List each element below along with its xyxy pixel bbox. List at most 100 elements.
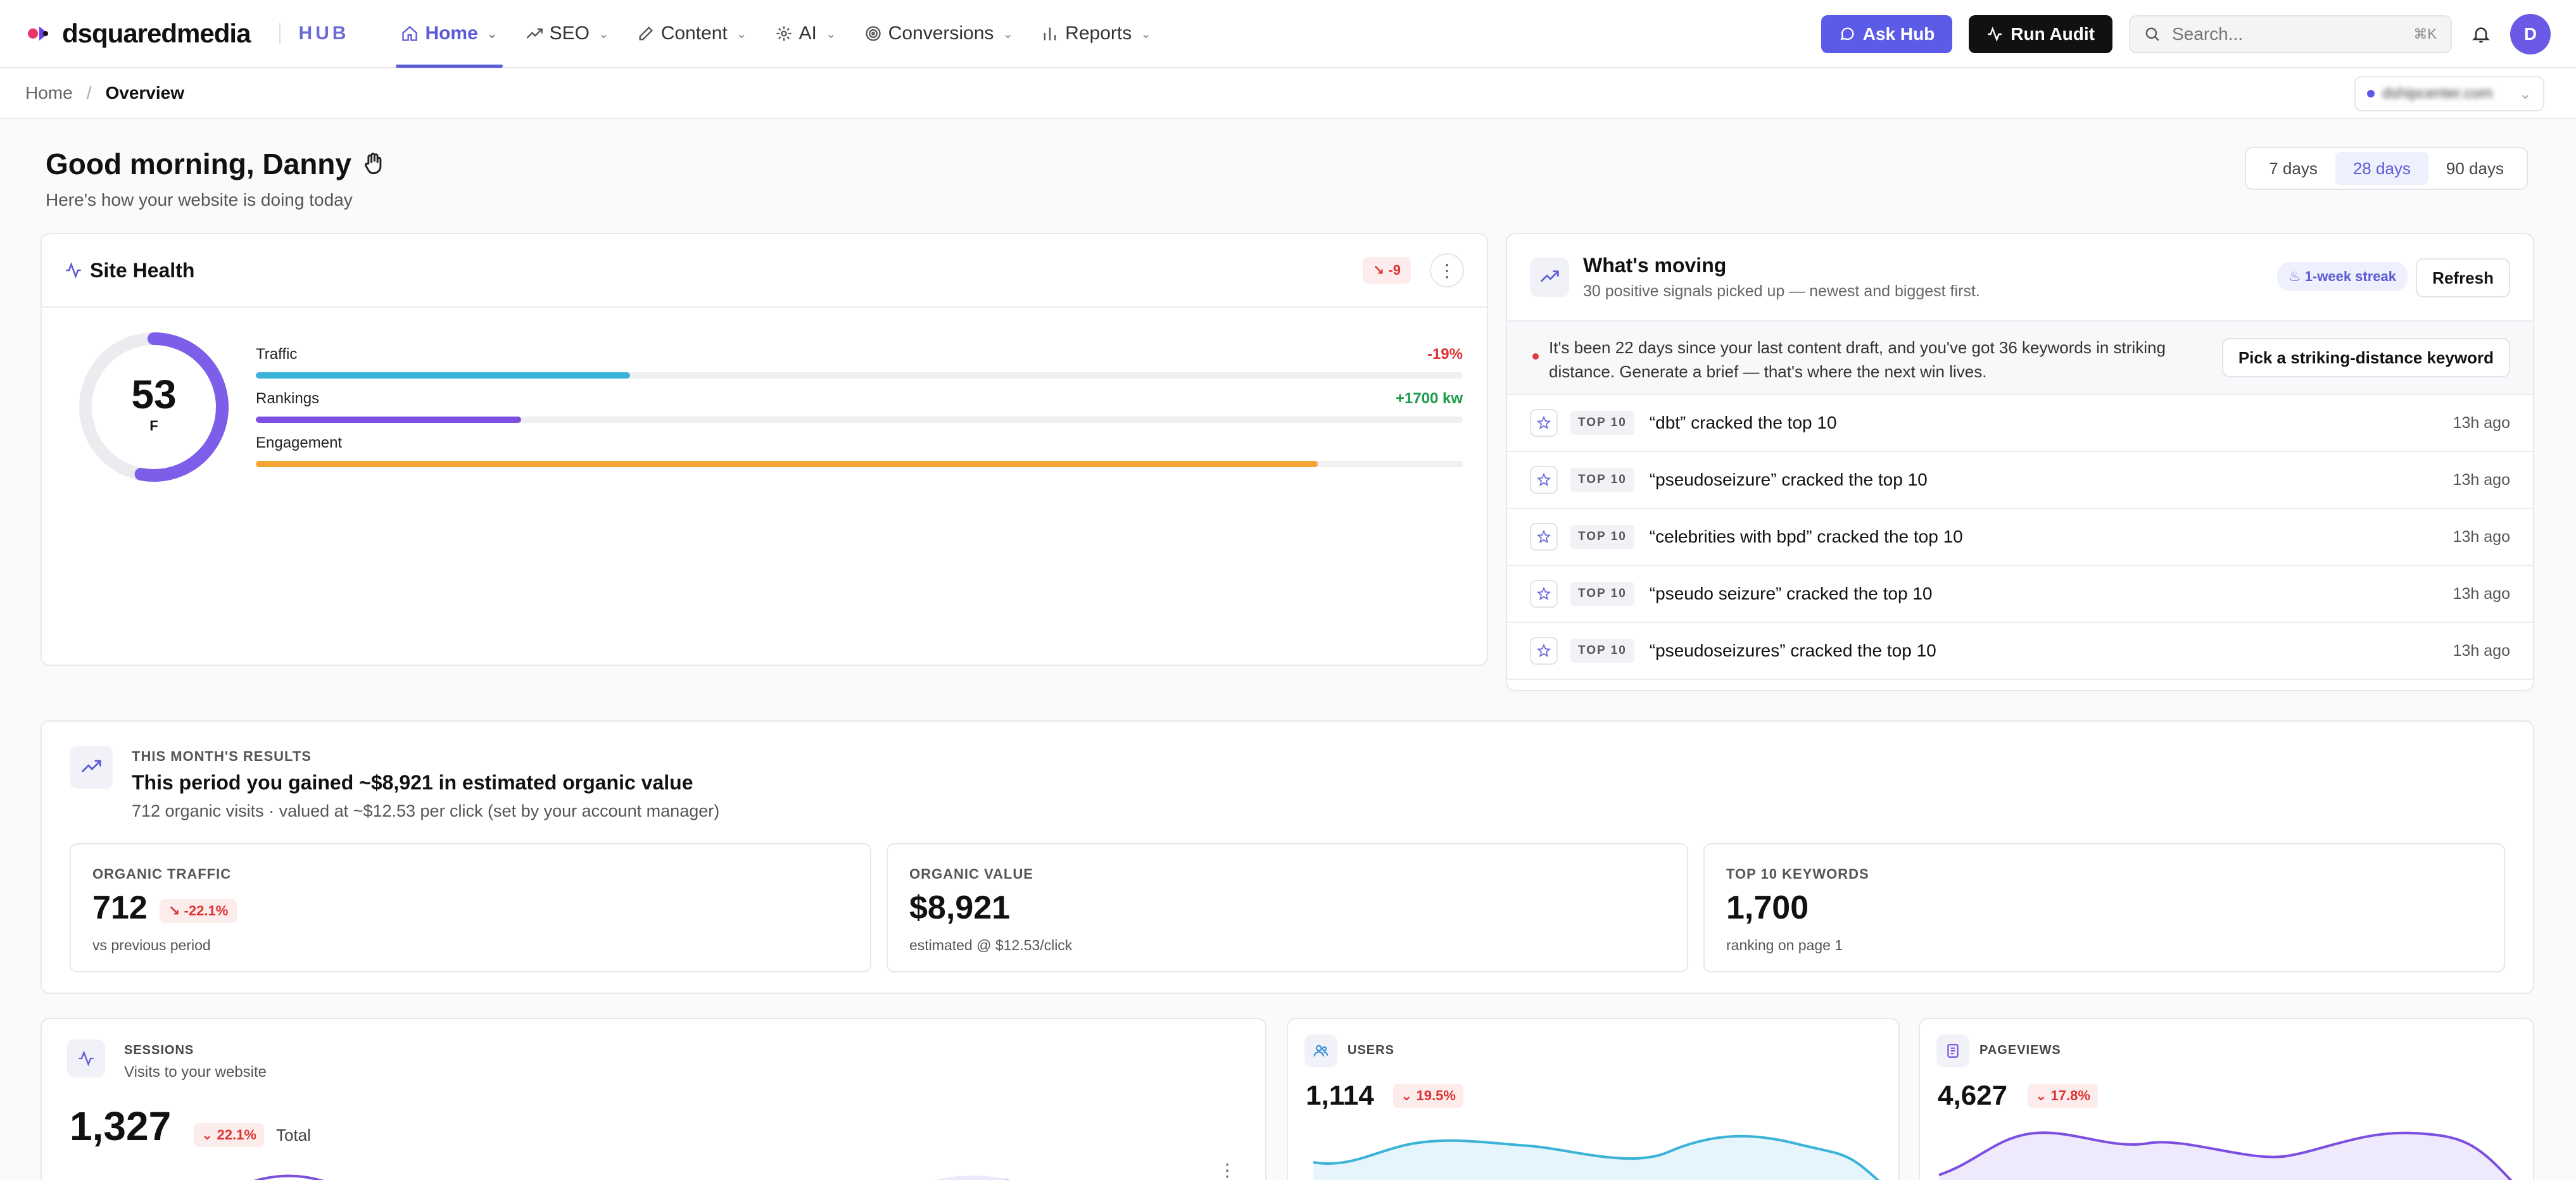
list-item[interactable]: TOP 10 “celebrities with bpd” cracked th… (1507, 509, 2533, 566)
search-input[interactable] (2172, 24, 2402, 44)
breadcrumb-separator: / (86, 83, 92, 103)
site-selector-value: dshipcenter.com (2382, 85, 2493, 102)
item-title: “pseudoseizure” cracked the top 10 (1649, 470, 1928, 489)
health-grade: F (149, 418, 158, 434)
whats-moving-titles: What's moving 30 positive signals picked… (1583, 254, 1980, 301)
sessions-value: 1,327 (70, 1103, 172, 1149)
kpi-label: TOP 10 KEYWORDS (1726, 866, 1869, 882)
kpi-label: ORGANIC VALUE (909, 866, 1033, 882)
nav-conversions[interactable]: Conversions ⌄ (850, 0, 1028, 68)
chevron-down-icon: ⌄ (825, 27, 837, 41)
trend-up-icon (70, 746, 113, 789)
content-alert: It's been 22 days since your last conten… (1507, 322, 2533, 395)
chevron-down-icon: ⌄ (2518, 85, 2532, 103)
logo[interactable]: dsquaredmedia HUB (27, 18, 349, 49)
range-90-days[interactable]: 90 days (2446, 158, 2504, 178)
kpi-note: vs previous period (92, 937, 211, 953)
star-icon[interactable] (1530, 409, 1558, 437)
pencil-icon (639, 27, 653, 41)
metric-label: Engagement (256, 434, 343, 451)
sparkle-icon (776, 26, 792, 41)
search-shortcut: ⌘K (2413, 26, 2437, 42)
users-delta-value: 19.5% (1416, 1088, 1456, 1103)
metric-traffic: Traffic -19% (256, 346, 1463, 379)
site-health-title: Site Health (65, 259, 194, 282)
pulse-icon (1988, 26, 2002, 42)
run-audit-button[interactable]: Run Audit (1969, 15, 2112, 53)
site-selector[interactable]: dshipcenter.com ⌄ (2354, 76, 2544, 111)
chevron-down-icon: ⌄ (486, 27, 498, 41)
site-health-title-text: Site Health (90, 258, 195, 282)
flame-icon: ♨ (2288, 268, 2305, 284)
nav-home[interactable]: Home ⌄ (387, 0, 511, 68)
star-icon[interactable] (1530, 580, 1558, 608)
metric-rankings: Rankings +1700 kw (256, 390, 1463, 423)
list-item[interactable]: TOP 10 “pseudoseizures” cracked the top … (1507, 623, 2533, 680)
trend-down-icon: ↘ (168, 903, 184, 919)
breadcrumb-home-link[interactable]: Home (25, 83, 73, 103)
more-options-icon[interactable]: ⋮ (1430, 253, 1464, 287)
search-icon (2145, 27, 2159, 41)
nav-seo-label: SEO (549, 23, 590, 44)
search-box[interactable]: ⌘K (2129, 15, 2452, 53)
kpi-delta: ↘ -22.1% (160, 899, 237, 923)
pageviews-sparkline (1938, 1131, 2513, 1180)
ask-hub-button[interactable]: Ask Hub (1821, 15, 1953, 53)
whats-moving-subtitle: 30 positive signals picked up — newest a… (1583, 282, 1980, 300)
nav-reports[interactable]: Reports ⌄ (1027, 0, 1165, 68)
user-avatar[interactable]: D (2510, 14, 2551, 54)
pageviews-label: PAGEVIEWS (1979, 1043, 2061, 1057)
main-nav: Home ⌄ SEO ⌄ Content ⌄ AI ⌄ Conversions (387, 0, 1165, 68)
more-options-icon[interactable]: ⋮ (1218, 1160, 1236, 1180)
refresh-button[interactable]: Refresh (2416, 258, 2510, 298)
users-card: USERS 1,114 ⌄ 19.5% (1287, 1018, 1900, 1180)
users-label: USERS (1348, 1043, 1394, 1057)
alert-text: It's been 22 days since your last conten… (1549, 338, 2166, 381)
kpi-label: ORGANIC TRAFFIC (92, 866, 232, 882)
star-icon[interactable] (1530, 523, 1558, 551)
metric-change: +1700 kw (1395, 390, 1463, 407)
nav-content[interactable]: Content ⌄ (623, 0, 761, 68)
results-subtitle: 712 organic visits · valued at ~$12.53 p… (132, 801, 720, 820)
users-value: 1,114 (1306, 1080, 1374, 1111)
pulse-icon (66, 262, 81, 279)
pageviews-value: 4,627 (1938, 1080, 2008, 1111)
streak-badge: ♨ 1-week streak (2276, 262, 2408, 291)
metric-change: -19% (1427, 346, 1463, 363)
waving-hand-icon (364, 153, 382, 175)
ask-hub-label: Ask Hub (1862, 24, 1935, 44)
star-icon[interactable] (1530, 466, 1558, 494)
item-tag: TOP 10 (1570, 639, 1634, 663)
list-item[interactable]: TOP 10 “dbt” cracked the top 10 13h ago (1507, 395, 2533, 452)
range-7-days[interactable]: 7 days (2269, 158, 2318, 178)
list-item[interactable]: TOP 10 “pseudoseizure” cracked the top 1… (1507, 452, 2533, 509)
greeting: Good morning, Danny Here's how your webs… (46, 147, 388, 210)
nav-conversions-label: Conversions (888, 23, 994, 44)
metric-bar-fill (256, 417, 522, 423)
item-time: 13h ago (2453, 413, 2510, 432)
kpi-value: $8,921 (909, 889, 1011, 926)
health-change-badge: ↘ -9 (1362, 257, 1411, 284)
kpi-organic-value: ORGANIC VALUE $8,921 estimated @ $12.53/… (887, 843, 1688, 972)
run-audit-label: Run Audit (2011, 24, 2095, 44)
chevron-down-icon: ⌄ (1401, 1088, 1417, 1103)
health-change-value: -9 (1388, 262, 1401, 278)
hub-label: HUB (279, 23, 349, 44)
item-title: “pseudoseizures” cracked the top 10 (1649, 641, 1936, 660)
nav-seo[interactable]: SEO ⌄ (512, 0, 623, 68)
nav-ai[interactable]: AI ⌄ (761, 0, 850, 68)
site-health-card: Site Health ↘ -9 ⋮ 53 F Traffic -19% Rank… (41, 233, 1488, 666)
chevron-down-icon: ⌄ (201, 1127, 217, 1143)
star-icon[interactable] (1530, 637, 1558, 665)
notifications-bell-icon[interactable] (2468, 22, 2494, 47)
range-28-days[interactable]: 28 days (2335, 152, 2428, 185)
trend-down-icon: ↘ (1372, 262, 1389, 278)
breadcrumb-current: Overview (105, 83, 185, 103)
pick-keyword-button[interactable]: Pick a striking-distance keyword (2221, 338, 2510, 377)
trend-up-icon (1530, 258, 1569, 297)
nav-actions: Ask Hub Run Audit ⌘K D (1821, 0, 2551, 68)
sessions-total-label: Total (276, 1126, 311, 1145)
list-item[interactable]: TOP 10 “pseudo seizure” cracked the top … (1507, 566, 2533, 623)
item-tag: TOP 10 (1570, 582, 1634, 606)
